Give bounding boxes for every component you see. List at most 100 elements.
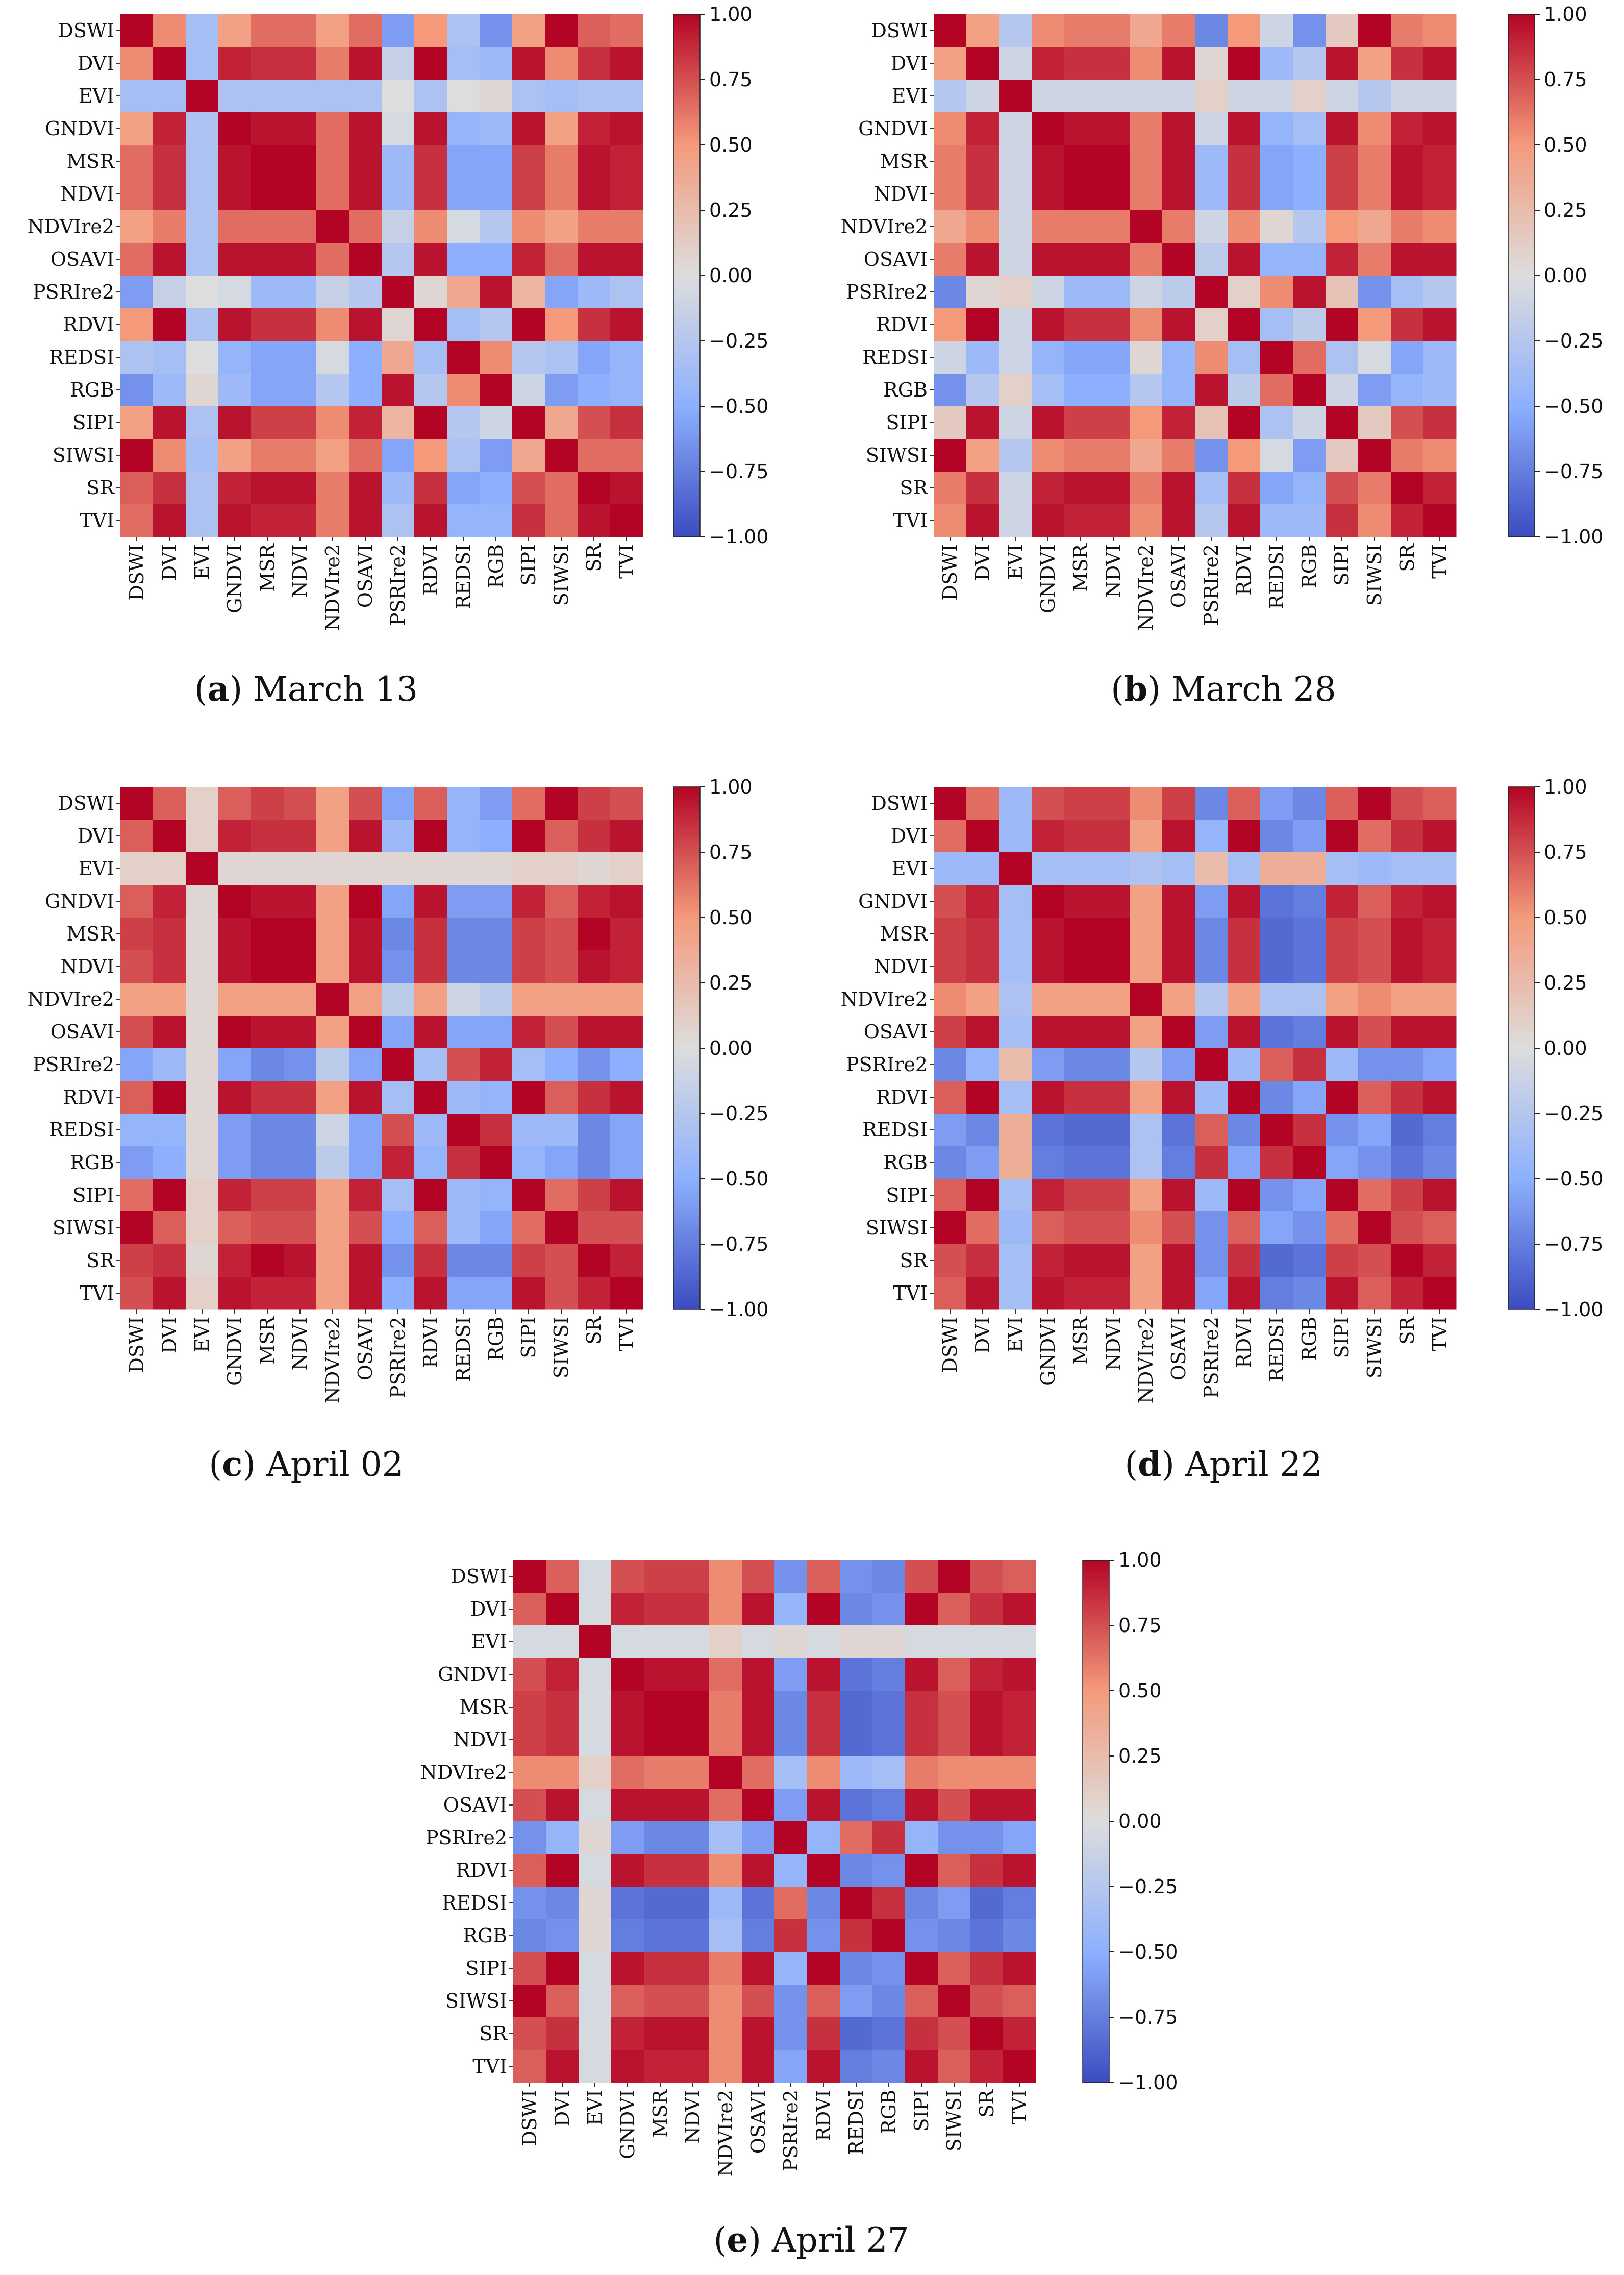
heatmap-cell	[1195, 885, 1228, 918]
heatmap-cell	[966, 80, 1000, 113]
col-label: REDSI	[845, 2090, 867, 2155]
heatmap-cell	[1064, 14, 1097, 47]
heatmap-cell	[677, 1658, 710, 1691]
heatmap-cell	[512, 950, 545, 983]
col-label: NDVIre2	[1135, 544, 1157, 631]
heatmap-cell	[1032, 1114, 1065, 1147]
col-label: DSWI	[939, 1317, 961, 1373]
col-label: REDSI	[452, 1317, 474, 1382]
heatmap-cell	[610, 1244, 643, 1277]
heatmap-cell	[1162, 950, 1195, 983]
heatmap-cell	[480, 1016, 513, 1049]
caption-date: April 27	[761, 2220, 909, 2260]
heatmap-cell	[349, 406, 382, 439]
heatmap-cell	[644, 2017, 677, 2050]
heatmap-cell	[186, 276, 219, 309]
heatmap-cell	[966, 1114, 1000, 1147]
heatmap-cell	[316, 1146, 349, 1179]
heatmap-cell	[447, 341, 480, 374]
heatmap-cell	[709, 1625, 742, 1659]
heatmap-cell	[999, 178, 1032, 211]
heatmap-cell	[1326, 1081, 1359, 1114]
heatmap-cell	[153, 1277, 186, 1310]
heatmap-cell	[1162, 820, 1195, 853]
row-label: SIPI	[886, 1184, 928, 1206]
heatmap-cell	[153, 787, 186, 820]
heatmap-cell	[1423, 178, 1457, 211]
heatmap-panel-d: DSWIDVIEVIGNDVIMSRNDVINDVIre2OSAVIPSRIre…	[841, 776, 1604, 1484]
row-label: NDVIre2	[420, 1761, 507, 1784]
col-label: SR	[976, 2089, 998, 2118]
heatmap-cell	[1032, 47, 1065, 80]
heatmap-cell	[1358, 276, 1391, 309]
heatmap-cell	[774, 1756, 808, 1789]
colorbar-tick-label: −0.25	[1118, 1875, 1178, 1898]
heatmap-cell	[1064, 406, 1097, 439]
heatmap-cell	[610, 1081, 643, 1114]
caption-date: March 28	[1161, 670, 1336, 709]
heatmap-cell	[1064, 1211, 1097, 1245]
heatmap-cell	[1097, 504, 1130, 537]
heatmap-cell	[1195, 852, 1228, 885]
heatmap-cell	[218, 885, 252, 918]
heatmap-cell	[1130, 1016, 1163, 1049]
heatmap-cell	[644, 1691, 677, 1724]
heatmap-cell	[218, 178, 252, 211]
heatmap-cell	[545, 852, 578, 885]
heatmap-cell	[186, 472, 219, 505]
heatmap-cell	[934, 276, 967, 309]
heatmap-cell	[545, 112, 578, 145]
heatmap-cell	[578, 1244, 611, 1277]
heatmap-cell	[1391, 1114, 1424, 1147]
heatmap-cell	[1130, 14, 1163, 47]
heatmap-cell	[970, 1658, 1004, 1691]
heatmap-cell	[480, 308, 513, 341]
heatmap-cell	[382, 1048, 415, 1081]
heatmap-cell	[218, 210, 252, 243]
heatmap-cell	[1064, 885, 1097, 918]
col-label: MSR	[1069, 1316, 1092, 1365]
heatmap-cell	[807, 1985, 840, 2018]
heatmap-cell	[578, 243, 611, 276]
heatmap-cell	[774, 1854, 808, 1887]
row-label: NDVIre2	[28, 215, 114, 238]
heatmap-cell	[1162, 472, 1195, 505]
col-label: SIPI	[1331, 1317, 1353, 1358]
heatmap-cell	[966, 341, 1000, 374]
heatmap-cell	[1228, 341, 1261, 374]
colorbar-tick-label: 0.50	[709, 906, 753, 929]
heatmap-cell	[349, 276, 382, 309]
heatmap-cell	[447, 14, 480, 47]
heatmap-cell	[1003, 1625, 1036, 1659]
row-label: TVI	[80, 509, 114, 532]
caption-paren-close: )	[242, 1445, 256, 1484]
heatmap-cell	[414, 439, 447, 472]
heatmap-cell	[1326, 950, 1359, 983]
heatmap-cell	[938, 1821, 971, 1854]
heatmap-cell	[1228, 406, 1261, 439]
row-label: DVI	[891, 825, 928, 847]
heatmap-cell	[1162, 1244, 1195, 1277]
heatmap-cell	[1195, 439, 1228, 472]
row-label: NDVI	[60, 955, 114, 978]
heatmap-cell	[1423, 308, 1457, 341]
heatmap-cell	[934, 243, 967, 276]
heatmap-cell	[153, 1211, 186, 1245]
heatmap-cell	[1423, 950, 1457, 983]
heatmap-cell	[251, 341, 284, 374]
heatmap-cell	[1260, 472, 1293, 505]
heatmap-cell	[1391, 885, 1424, 918]
heatmap-cell	[644, 1658, 677, 1691]
heatmap-cell	[316, 983, 349, 1016]
heatmap-cell	[934, 1277, 967, 1310]
heatmap-cell	[1326, 504, 1359, 537]
heatmap-cell	[284, 787, 317, 820]
heatmap-cell	[644, 1952, 677, 1985]
heatmap-cell	[284, 276, 317, 309]
row-label: REDSI	[442, 1892, 507, 1914]
heatmap-cell	[512, 341, 545, 374]
heatmap-cell	[966, 787, 1000, 820]
heatmap-cell	[546, 1723, 579, 1757]
heatmap-cell	[611, 1756, 644, 1789]
heatmap-cell	[153, 14, 186, 47]
